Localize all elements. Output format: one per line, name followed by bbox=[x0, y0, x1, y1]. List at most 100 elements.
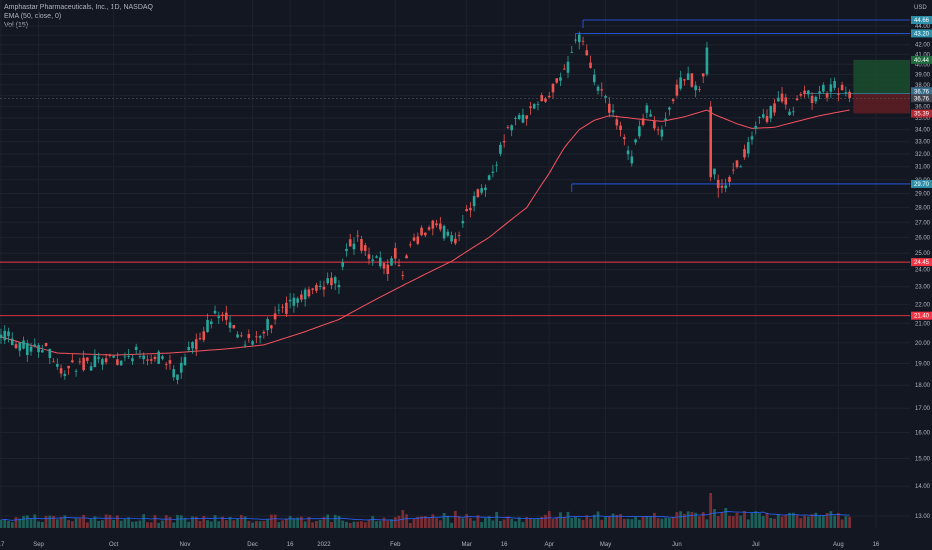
candle bbox=[506, 127, 510, 128]
candle bbox=[713, 168, 716, 175]
volume-bar bbox=[626, 518, 630, 528]
volume-bar bbox=[232, 520, 236, 528]
volume-bar bbox=[773, 518, 776, 528]
price-tick-label: 17.00 bbox=[915, 406, 931, 412]
volume-bar bbox=[157, 522, 161, 528]
volume-bar bbox=[713, 509, 716, 528]
volume-bar bbox=[438, 520, 442, 528]
volume-bar bbox=[67, 520, 70, 528]
date-tick-label: Jun bbox=[672, 542, 682, 548]
date-tick-label: Apr bbox=[545, 542, 554, 548]
drawn-levels[interactable] bbox=[0, 19, 910, 317]
price-badge-label: 43.20 bbox=[914, 31, 930, 37]
volume-bar bbox=[63, 515, 67, 528]
candle bbox=[746, 142, 750, 154]
volume-bar bbox=[649, 516, 653, 528]
volume-bar bbox=[480, 522, 484, 528]
long-position-tool[interactable] bbox=[804, 59, 910, 114]
candle bbox=[848, 91, 851, 99]
volume-bar bbox=[596, 511, 600, 528]
candle bbox=[240, 335, 243, 337]
volume-bar bbox=[833, 515, 837, 528]
volume-bar bbox=[33, 514, 37, 528]
price-tick-label: 22.00 bbox=[915, 303, 931, 309]
candle bbox=[401, 275, 405, 277]
volume-bars bbox=[0, 493, 852, 528]
volume-bar bbox=[360, 521, 363, 528]
price-tick-label: 31.00 bbox=[915, 165, 931, 171]
candle bbox=[810, 95, 814, 104]
price-badge bbox=[911, 29, 932, 38]
candle bbox=[228, 322, 232, 328]
volume-bar bbox=[168, 516, 172, 528]
volume-bar bbox=[844, 516, 848, 528]
candle bbox=[138, 356, 142, 358]
volume-bar bbox=[97, 520, 101, 528]
volume-bar bbox=[209, 521, 213, 528]
candles bbox=[0, 31, 851, 385]
price-tick-label: 25.00 bbox=[915, 251, 931, 257]
candle bbox=[589, 62, 592, 68]
volume-bar bbox=[825, 512, 829, 528]
price-badge bbox=[911, 94, 932, 103]
candle bbox=[799, 94, 803, 96]
volume-bar bbox=[577, 518, 581, 528]
date-tick-label: 16 bbox=[501, 542, 508, 548]
volume-bar bbox=[536, 518, 540, 528]
candle bbox=[198, 338, 202, 340]
volume-bar bbox=[112, 519, 116, 528]
candle bbox=[134, 346, 138, 351]
candle bbox=[232, 325, 236, 329]
candle bbox=[776, 97, 780, 102]
volume-bar bbox=[814, 512, 818, 528]
price-badge-label: 29.70 bbox=[914, 182, 930, 188]
price-badge-label: 24.45 bbox=[914, 260, 930, 266]
volume-bar bbox=[127, 517, 131, 528]
candle bbox=[326, 278, 329, 284]
candle bbox=[247, 334, 251, 339]
volume-bar bbox=[765, 512, 769, 528]
price-tick-label: 38.00 bbox=[915, 83, 931, 89]
volume-bar bbox=[247, 520, 251, 528]
volume-bar bbox=[254, 520, 258, 528]
candle bbox=[89, 366, 93, 371]
candle bbox=[93, 355, 97, 368]
candle bbox=[795, 98, 799, 100]
volume-bar bbox=[427, 518, 431, 528]
candle bbox=[277, 309, 281, 311]
price-badge-label: 36.76 bbox=[914, 89, 930, 95]
volume-bar bbox=[48, 515, 52, 528]
candle bbox=[814, 96, 818, 102]
volume-bar bbox=[116, 515, 119, 528]
candle bbox=[634, 139, 637, 143]
candle bbox=[476, 189, 480, 198]
volume-bar bbox=[142, 514, 146, 528]
volume-bar bbox=[562, 517, 566, 528]
candle bbox=[405, 255, 408, 259]
candle bbox=[596, 86, 600, 91]
candle bbox=[108, 354, 112, 357]
time-axis[interactable]: 17 Sep Oct Nov Dec 16 2022 Feb Mar 16 Apr May Jun Jul… bbox=[0, 542, 880, 548]
candle bbox=[551, 83, 555, 93]
candle bbox=[270, 325, 273, 329]
candle bbox=[465, 209, 468, 212]
candle bbox=[206, 319, 209, 333]
candle bbox=[337, 284, 341, 288]
volume-bar bbox=[375, 521, 378, 528]
volume-bar bbox=[483, 517, 487, 528]
candle bbox=[288, 299, 292, 302]
volume-bar bbox=[709, 493, 713, 528]
candle bbox=[397, 264, 401, 266]
candle bbox=[236, 334, 239, 338]
price-tick-label: 16.00 bbox=[915, 431, 931, 437]
ema-indicator-label[interactable]: EMA (50, close, 0) bbox=[4, 13, 62, 20]
volume-bar bbox=[754, 511, 758, 528]
candle bbox=[296, 298, 299, 303]
volume-bar bbox=[431, 514, 435, 528]
price-badge bbox=[911, 179, 932, 188]
volume-bar bbox=[74, 518, 78, 528]
volume-bar bbox=[731, 516, 735, 528]
volume-bar bbox=[551, 518, 555, 528]
volume-bar bbox=[138, 520, 142, 528]
